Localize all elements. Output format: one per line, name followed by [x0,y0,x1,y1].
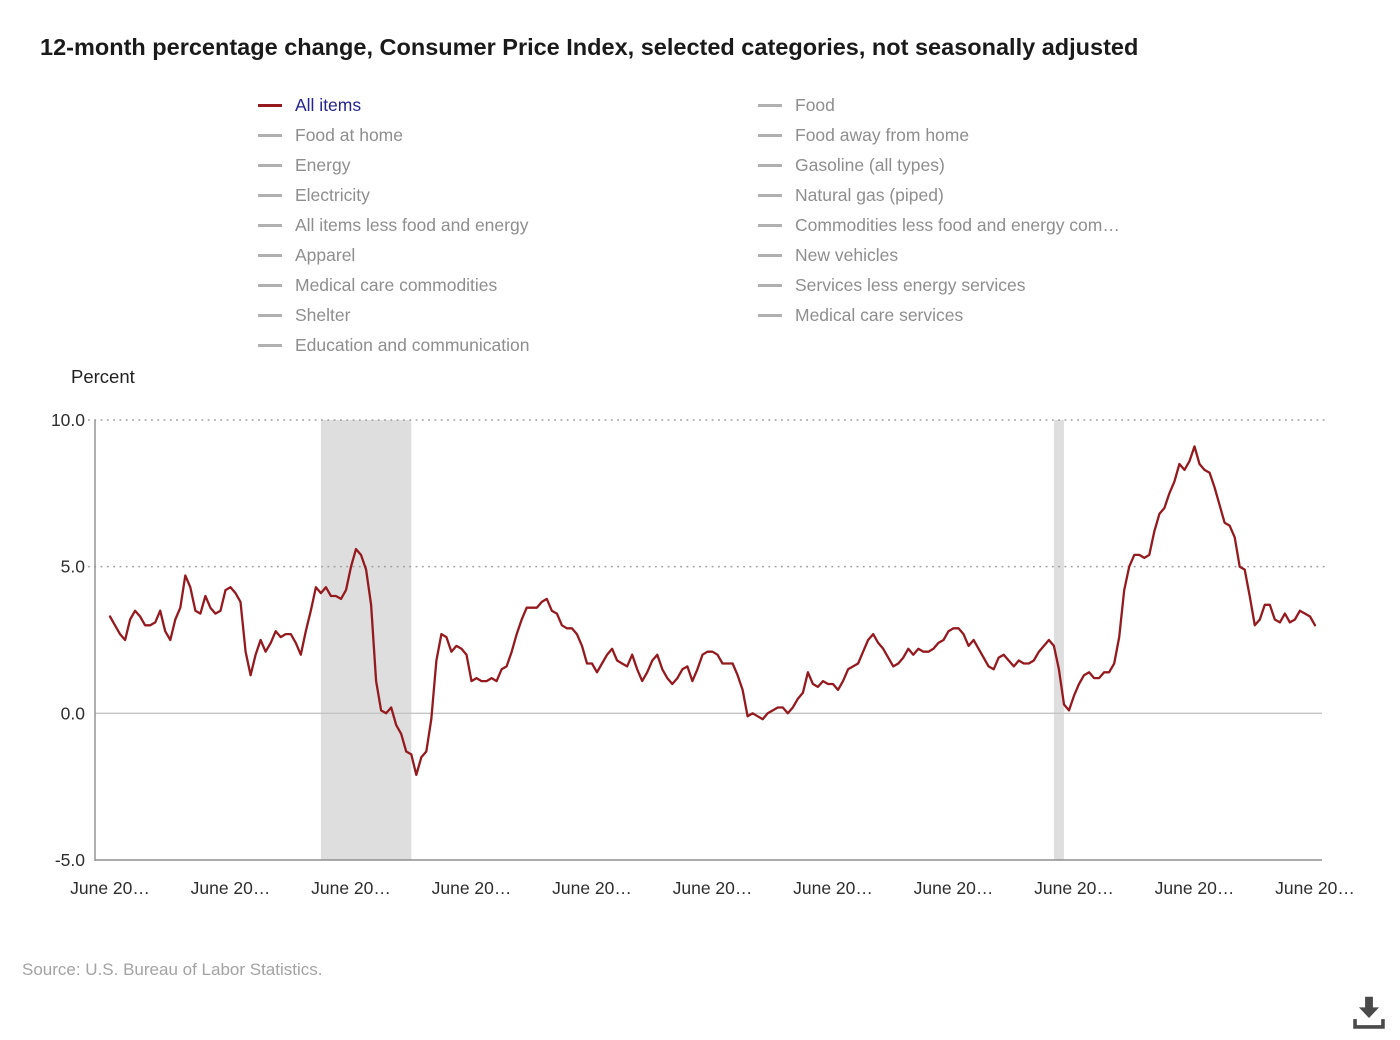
legend-swatch [258,163,282,167]
legend-swatch [258,103,282,107]
legend-label: Electricity [295,184,370,205]
legend-swatch [758,193,782,197]
legend-label: Gasoline (all types) [795,154,945,175]
legend-label: Apparel [295,244,356,265]
legend-item-food[interactable]: Food [758,90,1258,120]
legend-swatch [758,313,782,317]
legend-swatch [258,193,282,197]
legend-label: Medical care services [795,304,964,325]
x-tick-label: June 20… [673,878,753,898]
y-tick-label: 5.0 [61,557,86,577]
legend-label: Medical care commodities [295,274,498,295]
x-tick-label: June 20… [914,878,994,898]
legend-item-food-away-from-home[interactable]: Food away from home [758,120,1258,150]
legend-item-all-items-less-food-and-energy[interactable]: All items less food and energy [258,210,758,240]
legend-swatch [758,283,782,287]
legend-item-all-items[interactable]: All items [258,90,758,120]
legend-label: Natural gas (piped) [795,184,944,205]
legend-swatch [758,253,782,257]
legend-item-commodities-less-food-and-energy-com[interactable]: Commodities less food and energy com… [758,210,1258,240]
source-note: Source: U.S. Bureau of Labor Statistics. [22,960,323,979]
recession-band [1053,420,1064,860]
legend-swatch [758,133,782,137]
y-tick-label: 10.0 [51,410,85,430]
legend-item-shelter[interactable]: Shelter [258,300,758,330]
legend-item-energy[interactable]: Energy [258,150,758,180]
legend-column1: All items Food at home Energy Electricity Al… [258,90,758,360]
legend-label: All items less food and energy [295,214,529,235]
y-tick-label: -5.0 [55,850,85,870]
legend-swatch [758,103,782,107]
y-tick-label: 0.0 [61,703,86,723]
x-tick-label: June 20… [1275,878,1355,898]
legend-label: All items [295,94,362,115]
x-tick-label: June 20… [311,878,391,898]
download-icon [1353,996,1385,1029]
legend-label: Food [795,94,835,115]
legend-label: New vehicles [795,244,899,265]
legend-item-food-at-home[interactable]: Food at home [258,120,758,150]
legend-label: Food away from home [795,124,970,145]
legend: All items Food at home Energy Electricity Al… [258,90,1258,360]
legend-item-electricity[interactable]: Electricity [258,180,758,210]
page-title: 12-month percentage change, Consumer Pri… [40,33,1139,60]
legend-swatch [258,223,282,227]
legend-item-medical-care-commodities[interactable]: Medical care commodities [258,270,758,300]
legend-item-new-vehicles[interactable]: New vehicles [758,240,1258,270]
legend-label: Commodities less food and energy com… [795,214,1120,235]
legend-label: Energy [295,154,351,175]
legend-item-gasoline-all-types[interactable]: Gasoline (all types) [758,150,1258,180]
legend-label: Food at home [295,124,403,145]
legend-item-apparel[interactable]: Apparel [258,240,758,270]
legend-label: Services less energy services [795,274,1026,295]
legend-swatch [258,253,282,257]
x-tick-label: June 20… [1034,878,1114,898]
legend-swatch [258,133,282,137]
legend-column2: Food Food away from home Gasoline (all typ… [758,90,1258,360]
x-tick-label: June 20… [432,878,512,898]
legend-item-medical-care-services[interactable]: Medical care services [758,300,1258,330]
cpi-all-items-line[interactable] [108,445,1317,777]
legend-swatch [258,343,282,347]
legend-item-services-less-energy-services[interactable]: Services less energy services [758,270,1258,300]
legend-label: Shelter [295,304,351,325]
legend-swatch [758,223,782,227]
x-tick-label: June 20… [1155,878,1235,898]
x-tick-label: June 20… [552,878,632,898]
x-tick-label: June 20… [793,878,873,898]
legend-item-natural-gas-piped[interactable]: Natural gas (piped) [758,180,1258,210]
x-tick-label: June 20… [191,878,271,898]
legend-swatch [258,283,282,287]
x-tick-label: June 20… [70,878,150,898]
y-axis-title: Percent [71,366,135,387]
legend-label: Education and communication [295,334,530,355]
legend-swatch [258,313,282,317]
legend-swatch [758,163,782,167]
download-button[interactable] [1346,994,1392,1032]
legend-item-education-and-communication[interactable]: Education and communication [258,330,758,360]
recession-band [320,420,412,860]
